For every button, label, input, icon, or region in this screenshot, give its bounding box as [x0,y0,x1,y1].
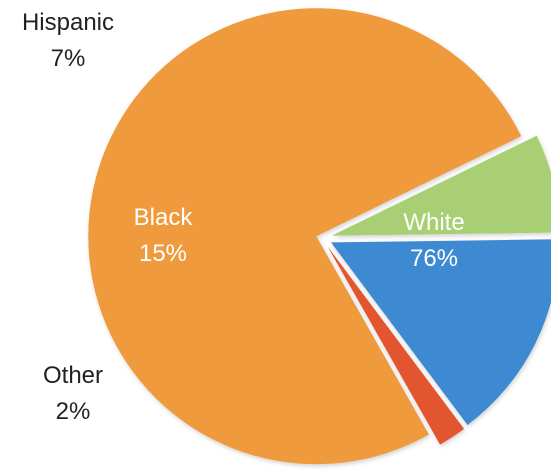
pie-labels: White 76% Other 2% Black 15% Hispanic 7% [22,9,465,425]
slice-label-black: Black [134,204,194,231]
slice-label-hispanic: Hispanic [22,9,114,36]
slice-percent-hispanic: 7% [51,45,86,72]
slice-percent-other: 2% [56,398,91,425]
pie-slice-white [88,8,522,465]
pie-slice-hispanic [331,135,551,236]
slice-label-white: White [403,209,464,236]
slice-label-other: Other [43,362,103,389]
slice-percent-black: 15% [139,240,187,267]
pie-slices [88,8,551,465]
slice-percent-white: 76% [410,245,458,272]
pie-slice-black [330,239,551,425]
pie-slice-other [327,246,465,445]
